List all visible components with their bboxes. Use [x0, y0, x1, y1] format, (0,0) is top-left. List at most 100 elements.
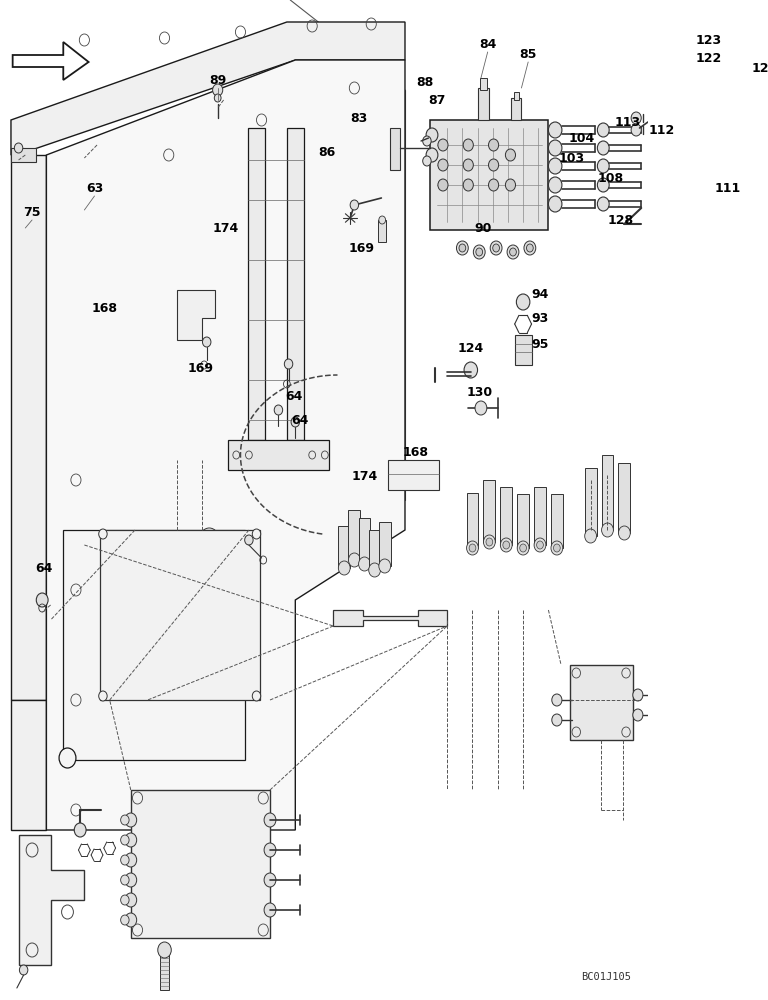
Text: 84: 84	[479, 37, 496, 50]
Text: 174: 174	[352, 470, 378, 483]
Text: 95: 95	[531, 338, 548, 352]
Circle shape	[438, 179, 448, 191]
Circle shape	[121, 855, 129, 865]
Text: 124: 124	[458, 342, 484, 355]
Circle shape	[486, 538, 493, 546]
Circle shape	[463, 159, 473, 171]
Bar	[584, 468, 597, 536]
Circle shape	[527, 244, 533, 252]
Circle shape	[469, 544, 476, 552]
Bar	[390, 128, 400, 170]
Circle shape	[507, 245, 519, 259]
Circle shape	[125, 913, 137, 927]
Circle shape	[422, 136, 431, 146]
Circle shape	[264, 873, 276, 887]
Circle shape	[121, 895, 129, 905]
Polygon shape	[46, 60, 405, 830]
Circle shape	[245, 535, 253, 545]
Circle shape	[121, 875, 129, 885]
Polygon shape	[177, 290, 215, 340]
Text: 168: 168	[91, 302, 118, 314]
Circle shape	[291, 417, 300, 427]
Circle shape	[214, 94, 221, 102]
Text: 169: 169	[348, 241, 374, 254]
Circle shape	[252, 691, 260, 701]
Circle shape	[524, 241, 536, 255]
Text: 83: 83	[350, 111, 367, 124]
Text: 75: 75	[23, 206, 41, 219]
Circle shape	[463, 139, 473, 151]
Text: 122: 122	[696, 51, 722, 64]
Circle shape	[125, 873, 137, 887]
Circle shape	[125, 813, 137, 827]
Circle shape	[618, 526, 631, 540]
Circle shape	[125, 833, 137, 847]
Bar	[349, 510, 360, 560]
Circle shape	[379, 559, 391, 573]
Text: 169: 169	[188, 361, 214, 374]
Circle shape	[422, 156, 431, 166]
Circle shape	[551, 714, 562, 726]
Circle shape	[598, 159, 609, 173]
Circle shape	[631, 124, 641, 136]
Circle shape	[516, 294, 530, 310]
Circle shape	[554, 544, 560, 552]
Bar	[467, 493, 478, 548]
Text: 90: 90	[474, 222, 492, 234]
Circle shape	[264, 903, 276, 917]
Text: 130: 130	[466, 385, 492, 398]
Circle shape	[359, 557, 370, 571]
Circle shape	[463, 179, 473, 191]
Text: 88: 88	[416, 76, 434, 89]
Circle shape	[350, 200, 359, 210]
Circle shape	[252, 529, 260, 539]
Polygon shape	[12, 42, 88, 80]
Circle shape	[456, 241, 468, 255]
Text: 89: 89	[209, 74, 227, 87]
Text: 128: 128	[608, 214, 634, 227]
Bar	[484, 480, 495, 542]
Bar	[369, 530, 380, 570]
Text: 87: 87	[429, 94, 445, 106]
Circle shape	[369, 563, 380, 577]
Circle shape	[488, 139, 498, 151]
Circle shape	[438, 139, 448, 151]
Circle shape	[510, 248, 516, 256]
Circle shape	[517, 541, 529, 555]
Text: 129: 129	[751, 62, 768, 75]
Circle shape	[264, 843, 276, 857]
Circle shape	[349, 553, 360, 567]
Circle shape	[490, 241, 502, 255]
Circle shape	[488, 159, 498, 171]
Bar	[131, 790, 270, 938]
Circle shape	[551, 694, 562, 706]
Text: 104: 104	[569, 131, 595, 144]
Bar	[517, 494, 529, 548]
Polygon shape	[228, 440, 329, 470]
Text: 111: 111	[714, 182, 740, 194]
Circle shape	[548, 196, 562, 212]
Text: 86: 86	[319, 145, 336, 158]
Circle shape	[459, 244, 465, 252]
Circle shape	[464, 362, 478, 378]
Circle shape	[503, 541, 510, 549]
Circle shape	[598, 197, 609, 211]
Bar	[100, 530, 260, 700]
Text: 94: 94	[531, 288, 548, 302]
Bar	[339, 526, 350, 568]
Circle shape	[125, 853, 137, 867]
Circle shape	[15, 143, 23, 153]
Polygon shape	[333, 610, 447, 626]
Circle shape	[505, 179, 515, 191]
Circle shape	[551, 541, 563, 555]
Circle shape	[264, 813, 276, 827]
Circle shape	[157, 942, 171, 958]
Polygon shape	[11, 22, 405, 155]
Circle shape	[493, 244, 499, 252]
Circle shape	[633, 709, 643, 721]
Circle shape	[99, 691, 108, 701]
Circle shape	[548, 122, 562, 138]
Text: 63: 63	[86, 182, 103, 194]
Text: 168: 168	[402, 446, 428, 458]
Circle shape	[203, 337, 211, 347]
